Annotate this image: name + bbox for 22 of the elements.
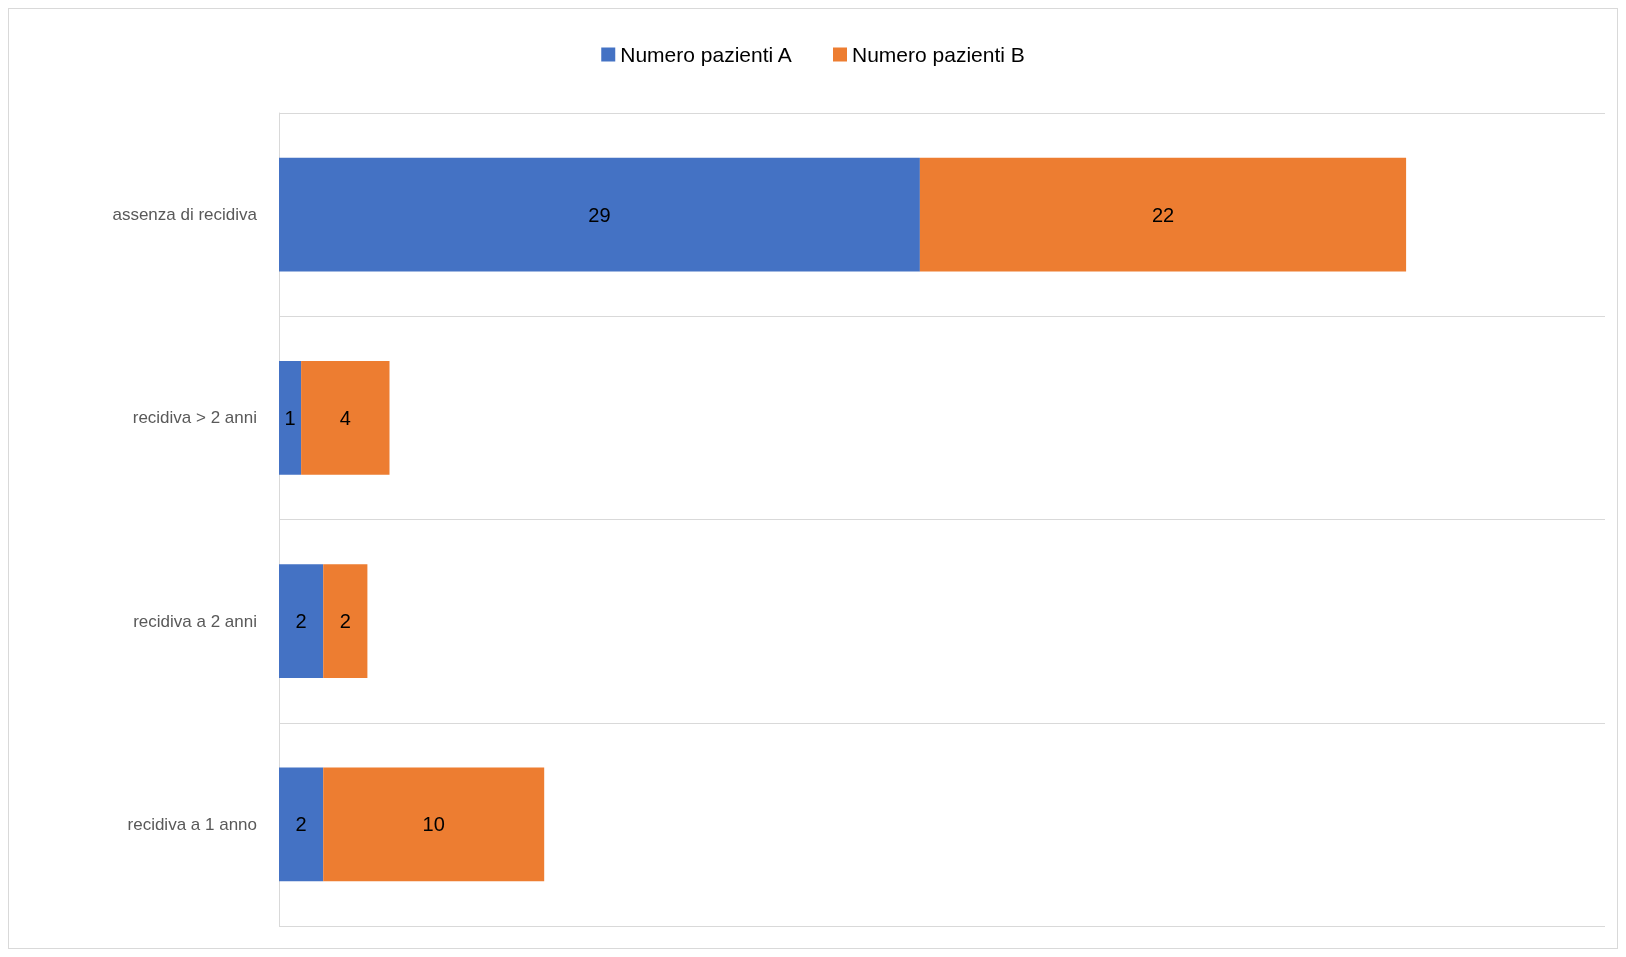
y-tick-label: assenza di recidiva <box>112 205 258 225</box>
y-tick-label: recidiva a 1 anno <box>127 814 257 834</box>
y-tick-label: recidiva a 2 anni <box>133 611 257 631</box>
data-label: 2 <box>339 610 351 633</box>
data-label: 29 <box>588 203 611 226</box>
data-label: 22 <box>1151 203 1175 226</box>
bar <box>279 360 302 475</box>
data-label: 2 <box>295 813 307 836</box>
bar <box>279 157 920 272</box>
bar <box>323 564 368 679</box>
bar <box>919 157 1407 272</box>
data-label: 2 <box>295 610 307 633</box>
data-label: 1 <box>284 406 296 429</box>
data-label: 10 <box>422 813 445 836</box>
bar <box>279 767 324 882</box>
legend-label: Numero pazienti A <box>620 43 792 66</box>
data-label: 4 <box>339 406 351 429</box>
legend-label: Numero pazienti B <box>852 43 1025 66</box>
y-tick-label: recidiva > 2 anni <box>132 408 257 428</box>
bar <box>301 360 390 475</box>
bar <box>279 564 324 679</box>
bar <box>323 767 545 882</box>
